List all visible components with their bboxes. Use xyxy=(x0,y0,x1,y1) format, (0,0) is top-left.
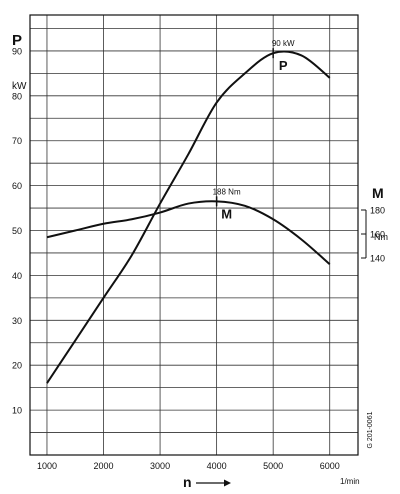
x-tick-label: 4000 xyxy=(207,461,227,471)
series-p-name: P xyxy=(279,58,288,73)
left-tick-label: 40 xyxy=(12,271,22,281)
plot-frame xyxy=(29,14,359,456)
series-p-peak-label: 90 kW xyxy=(272,39,295,48)
figure-code: G 201-0061 xyxy=(367,411,374,448)
x-tick-label: 5000 xyxy=(263,461,283,471)
x-tick-label: 6000 xyxy=(320,461,340,471)
series-m-peak-label: 188 Nm xyxy=(213,187,241,196)
x-axis-arrow xyxy=(196,479,231,487)
chart-axes xyxy=(29,14,367,456)
left-tick-label: 70 xyxy=(12,136,22,146)
left-tick-label: 20 xyxy=(12,361,22,371)
left-axis-unit: kW xyxy=(12,81,27,92)
left-tick-label: 10 xyxy=(12,406,22,416)
series-p-line xyxy=(46,50,331,384)
left-tick-label: 60 xyxy=(12,181,22,191)
right-tick-label: 160 xyxy=(370,230,385,240)
x-tick-label: 2000 xyxy=(94,461,114,471)
series-m-line xyxy=(46,200,331,265)
x-tick-label: 3000 xyxy=(150,461,170,471)
right-axis-symbol: M xyxy=(372,185,384,201)
left-tick-label: 90 xyxy=(12,46,22,56)
chart-tick-labels: 10 20 30 40 50 60 70 80 90 1000 2000 3000 4000 5000 60… xyxy=(12,46,385,471)
x-axis-label: n xyxy=(183,474,192,490)
right-tick-label: 180 xyxy=(370,206,385,216)
x-tick-label: 1000 xyxy=(37,461,57,471)
right-axis-unit: Nm xyxy=(374,232,388,242)
series-m-name: M xyxy=(221,206,232,221)
chart-grid xyxy=(30,15,358,455)
left-tick-label: 30 xyxy=(12,316,22,326)
left-axis-symbol: P xyxy=(12,32,22,49)
left-tick-label: 80 xyxy=(12,91,22,101)
right-tick-label: 140 xyxy=(370,254,385,264)
x-axis-unit: 1/min xyxy=(340,477,360,486)
left-tick-label: 50 xyxy=(12,226,22,236)
chart-series: 90 kW P 188 Nm M xyxy=(46,39,331,384)
